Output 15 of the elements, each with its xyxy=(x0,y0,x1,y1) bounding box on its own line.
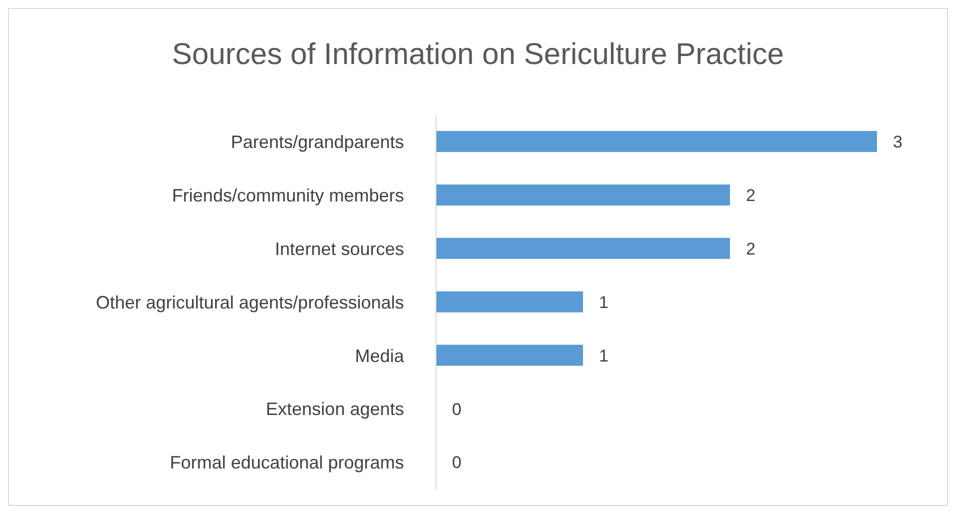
data-label: 1 xyxy=(599,346,608,366)
chart-title: Sources of Information on Sericulture Practice xyxy=(171,37,785,73)
data-label: 2 xyxy=(746,240,756,259)
data-label: 0 xyxy=(452,400,462,419)
data-label: 1 xyxy=(599,292,608,312)
y-tick-label: Parents/grandparents xyxy=(230,132,404,152)
y-tick-label: Internet sources xyxy=(274,238,404,259)
data-label: 0 xyxy=(452,453,462,472)
y-tick-label: Friends/community members xyxy=(172,186,404,206)
y-tick-label: Media xyxy=(354,346,405,366)
y-tick-label: Extension agents xyxy=(266,399,404,420)
data-label: 3 xyxy=(893,132,902,152)
y-tick-label: Other agricultural agents/professionals xyxy=(96,292,404,312)
y-tick-label: Formal educational programs xyxy=(170,452,404,473)
data-label: 2 xyxy=(746,186,756,206)
